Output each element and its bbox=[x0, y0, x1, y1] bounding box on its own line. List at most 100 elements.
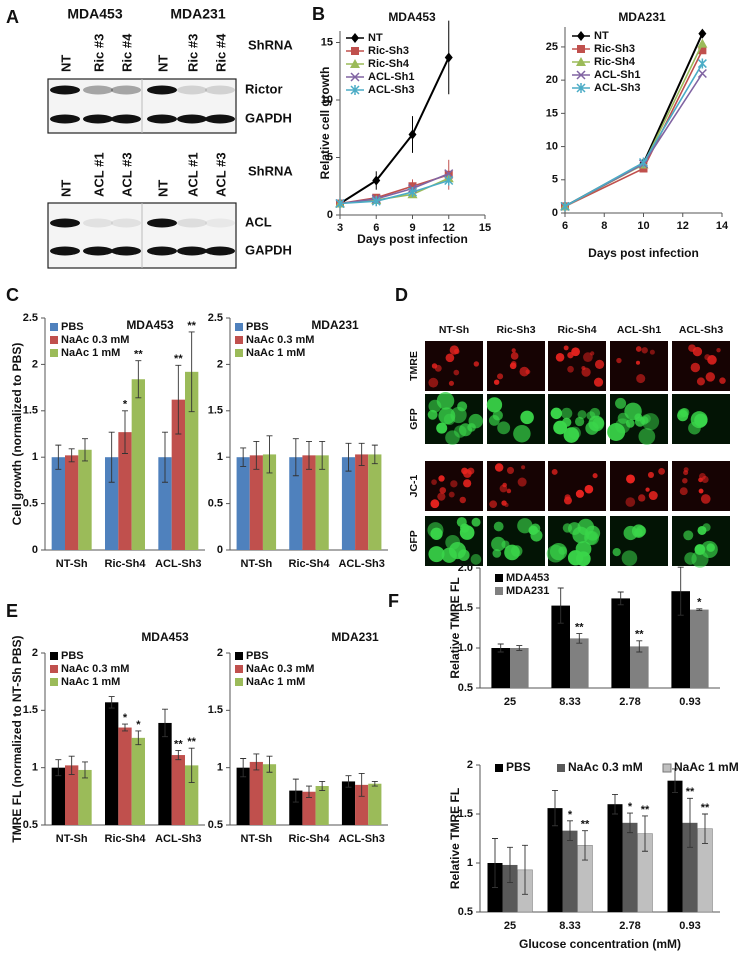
cell-signal bbox=[698, 472, 706, 480]
blot-band bbox=[50, 85, 80, 95]
error-bar bbox=[557, 587, 564, 624]
bar bbox=[289, 457, 303, 550]
cell-signal bbox=[511, 348, 516, 353]
marker bbox=[560, 201, 570, 212]
legend-label: Ric-Sh4 bbox=[368, 58, 410, 70]
error-bar bbox=[188, 747, 195, 784]
significance: ** bbox=[686, 786, 695, 798]
bar bbox=[682, 822, 698, 912]
error-bar bbox=[292, 438, 299, 477]
significance: ** bbox=[174, 738, 183, 750]
cell-signal bbox=[567, 365, 574, 373]
error-bar bbox=[188, 331, 195, 413]
lane-label: Ric #3 bbox=[185, 34, 200, 72]
blot-band bbox=[50, 114, 80, 124]
bar bbox=[158, 457, 172, 550]
legend-label: NaAc 1 mM bbox=[61, 347, 120, 359]
marker bbox=[577, 31, 585, 41]
micrograph-row: GFP bbox=[408, 530, 420, 552]
y-axis-label: Relative cell growth bbox=[318, 67, 332, 180]
error-bar bbox=[55, 759, 62, 777]
bar bbox=[368, 783, 382, 825]
bar bbox=[630, 646, 649, 688]
legend-swatch bbox=[235, 678, 243, 686]
bar bbox=[171, 399, 185, 550]
lane-label: ACL #3 bbox=[213, 152, 228, 197]
bar bbox=[355, 784, 369, 825]
cell-signal bbox=[443, 413, 456, 426]
bar bbox=[236, 767, 250, 825]
cell-signal bbox=[502, 482, 507, 488]
blot-band bbox=[147, 218, 177, 228]
legend-label: PBS bbox=[61, 650, 84, 662]
cell-signal bbox=[635, 346, 642, 352]
cell-signal bbox=[705, 372, 716, 382]
micrograph-column: Ric-Sh4 bbox=[557, 324, 596, 336]
error-bar bbox=[576, 633, 583, 644]
error-bar bbox=[672, 768, 678, 793]
legend-label: NaAc 1 mM bbox=[61, 676, 120, 688]
cell-signal bbox=[636, 374, 646, 384]
significance: ** bbox=[635, 629, 644, 641]
y-tick-label: 1.5 bbox=[458, 602, 473, 614]
significance: ** bbox=[701, 802, 710, 814]
micrograph-row: TMRE bbox=[408, 351, 420, 381]
error-bar bbox=[122, 723, 128, 732]
chart-title: MDA453 bbox=[388, 10, 436, 24]
y-tick-label: 0.5 bbox=[23, 819, 38, 831]
y-tick-label: 0 bbox=[552, 207, 558, 219]
y-tick-label: 1 bbox=[32, 762, 38, 774]
series-line bbox=[339, 57, 450, 205]
legend-label: NaAc 0.3 mM bbox=[61, 334, 129, 346]
y-tick-label: 1.0 bbox=[458, 642, 473, 654]
legend-swatch bbox=[235, 652, 243, 660]
cell-signal bbox=[497, 373, 504, 380]
cell-signal bbox=[683, 467, 689, 473]
bar bbox=[65, 765, 79, 825]
lane-label: NT bbox=[155, 55, 170, 72]
legend-label: NaAc 1 mM bbox=[246, 676, 305, 688]
significance: * bbox=[136, 719, 141, 731]
error-bar bbox=[253, 440, 260, 470]
marker bbox=[444, 52, 453, 63]
bar bbox=[236, 457, 250, 550]
cell-signal bbox=[658, 467, 666, 475]
lane-label: ACL #3 bbox=[119, 152, 134, 197]
marker bbox=[351, 47, 359, 55]
error-bar bbox=[162, 708, 168, 738]
x-tick-label: 8.33 bbox=[559, 696, 580, 708]
marker bbox=[577, 45, 585, 53]
y-tick-label: 2.0 bbox=[458, 562, 473, 574]
y-tick-label: 15 bbox=[546, 107, 558, 119]
x-tick-label: ACL-Sh3 bbox=[338, 558, 384, 570]
blot-band bbox=[205, 246, 235, 256]
cell-signal bbox=[716, 347, 721, 353]
cell-signal bbox=[584, 530, 599, 546]
cell-signal bbox=[621, 550, 638, 566]
error-bar bbox=[642, 815, 648, 852]
legend-label: NaAc 1 mM bbox=[674, 760, 739, 774]
cell-signal bbox=[546, 544, 565, 563]
bar bbox=[185, 371, 199, 550]
x-tick-label: NT-Sh bbox=[240, 558, 272, 570]
legend-swatch bbox=[235, 349, 243, 357]
legend-swatch bbox=[557, 764, 565, 772]
blot-band bbox=[50, 246, 80, 256]
legend-label: PBS bbox=[61, 321, 84, 333]
cell-signal bbox=[584, 484, 594, 494]
cell-signal bbox=[436, 422, 448, 434]
cell-signal bbox=[492, 549, 502, 558]
panel-label: D bbox=[395, 285, 408, 305]
cell-signal bbox=[506, 488, 512, 494]
x-tick-label: ACL-Sh3 bbox=[338, 833, 384, 845]
x-tick-label: 0.93 bbox=[679, 696, 700, 708]
cell-signal bbox=[497, 421, 511, 435]
legend-swatch bbox=[50, 678, 58, 686]
cell-signal bbox=[471, 517, 481, 527]
x-tick-label: 0.93 bbox=[679, 920, 700, 932]
cell-signal bbox=[437, 492, 446, 501]
blot-band bbox=[111, 246, 141, 256]
y-tick-label: 1 bbox=[217, 762, 223, 774]
marker bbox=[351, 33, 359, 43]
error-bar bbox=[371, 444, 378, 465]
